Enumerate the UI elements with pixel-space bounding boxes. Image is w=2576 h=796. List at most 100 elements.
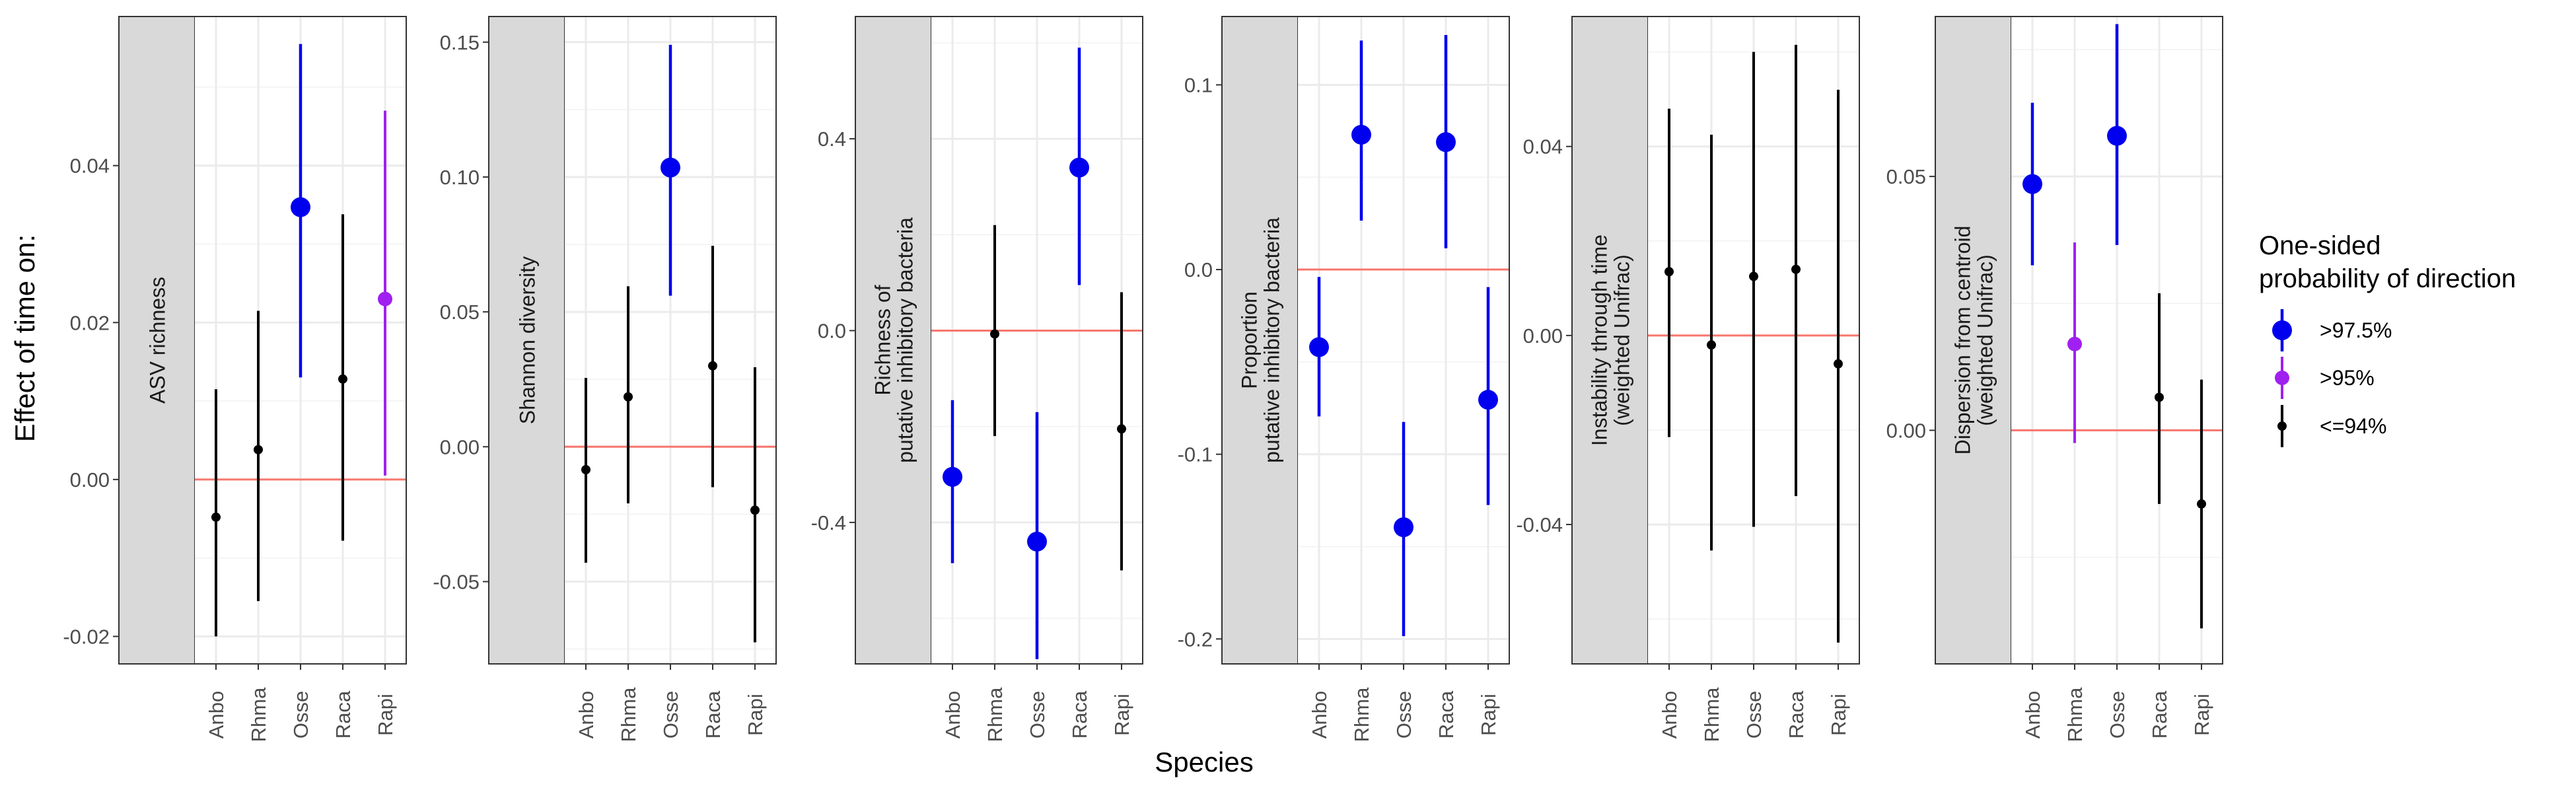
x-tick-label-anbo: Anbo [575,691,598,739]
x-tick-label-rapi: Rapi [2190,694,2213,736]
legend-title-line2: probability of direction [2259,264,2516,293]
facet-panel-5: Instability through time(weighted Unifra… [1516,16,1860,742]
y-tick-label: -0.04 [1516,513,1563,536]
x-tick-label-osse: Osse [1026,691,1049,739]
y-tick-label: 0.05 [440,301,480,324]
x-tick-label-raca: Raca [701,690,725,739]
x-tick-label-anbo: Anbo [941,691,964,739]
facet-panel-1: ASV richness -0.02 0.00 0.02 0.04 Anbo Rhma Oss… [63,16,407,742]
y-tick-label: 0.04 [70,155,110,178]
facet-strip-label: Shannon diversity [516,256,540,424]
x-axis-title: Species [1155,746,1253,778]
x-tick-label-rhma: Rhma [1700,687,1723,742]
point-osse [1749,271,1758,281]
x-tick-label-raca: Raca [1435,690,1458,739]
x-tick-label-raca: Raca [1068,690,1091,739]
x-tick-label-osse: Osse [289,691,312,739]
facet-strip-label: putative inhibitory bacteria [1260,217,1284,463]
facet-strip-label: Richness of [871,285,895,395]
facet-strip-label: Dispersion from centroid [1951,226,1975,455]
point-anbo [2022,174,2042,194]
legend-key-label: <=94% [2320,414,2386,438]
facet-strip [855,16,932,665]
y-tick-label: -0.1 [1178,443,1213,466]
legend: One-sided probability of direction >97.5… [2259,231,2516,447]
y-tick-label: 0.00 [440,435,480,458]
x-tick-label-rapi: Rapi [1110,694,1133,736]
point-rhma [990,329,999,339]
facet-strip-label: Proportion [1238,291,1262,389]
facet-strip-label: Instability through time [1588,235,1612,446]
y-tick-label: 0.15 [440,31,480,54]
y-tick-label: 0.00 [1523,324,1563,347]
y-tick-label: 0.02 [70,311,110,334]
x-tick-label-rapi: Rapi [1477,694,1500,736]
facet-strip [488,16,565,665]
point-rhma [2067,336,2082,351]
point-rhma [624,392,633,402]
point-osse [2107,126,2127,146]
x-tick-label-rhma: Rhma [247,687,270,742]
point-anbo [211,512,221,522]
x-tick-label-osse: Osse [1742,691,1766,739]
y-tick-label: 0.0 [818,319,846,342]
point-anbo [1664,267,1674,277]
facet-strip-label: ASV richness [146,277,170,404]
legend-title-line1: One-sided [2259,231,2381,260]
panel-border [118,16,407,665]
x-tick-label-osse: Osse [1392,691,1415,739]
point-anbo [943,466,962,487]
panel-border [1221,16,1510,665]
facet-panel-6: Dispersion from centroid(weighted Unifra… [1886,16,2223,742]
facet-strip-label: putative inhibitory bacteria [894,217,917,463]
panel-border [1571,16,1860,665]
point-rhma [1351,124,1371,145]
point-rapi [750,505,760,515]
y-tick-label: 0.00 [70,468,110,491]
facet-panel-2: Shannon diversity -0.05 0.00 0.05 0.10 0.15 An… [433,16,777,742]
point-rapi [2197,499,2206,509]
x-tick-label-anbo: Anbo [1308,691,1331,739]
x-tick-label-anbo: Anbo [205,691,228,739]
point-raca [338,374,347,384]
y-tick-label: 0.0 [1184,258,1213,281]
panel-border [488,16,777,665]
point-rapi [1834,359,1843,369]
point-rhma [1707,340,1716,350]
point-anbo [581,465,590,474]
point-raca [708,361,717,371]
legend-key-point [2277,421,2287,431]
y-tick-label: 0.1 [1184,73,1213,96]
y-axis-title: Effect of time on: [9,235,40,442]
point-anbo [1309,337,1329,357]
facet-panels: ASV richness -0.02 0.00 0.02 0.04 Anbo Rhma Oss… [63,16,2223,742]
point-raca [1791,264,1801,274]
x-tick-label-anbo: Anbo [2021,691,2044,739]
x-tick-label-rhma: Rhma [984,687,1007,742]
legend-key-label: >97.5% [2320,318,2392,342]
point-osse [661,157,680,178]
x-tick-label-anbo: Anbo [1658,691,1681,739]
x-tick-label-osse: Osse [2106,691,2129,739]
x-tick-label-rhma: Rhma [1350,687,1373,742]
x-tick-label-rapi: Rapi [374,694,397,736]
point-raca [1436,132,1456,153]
x-tick-label-raca: Raca [2148,690,2171,739]
point-rapi [1478,390,1498,410]
legend-key-2: >95% [2275,357,2375,399]
point-osse [1027,531,1047,552]
point-rapi [1117,424,1126,434]
y-tick-label: -0.02 [63,625,110,648]
x-tick-label-raca: Raca [332,690,355,739]
point-raca [1069,157,1089,178]
facet-strip [1571,16,1649,665]
point-rapi [378,291,392,307]
x-tick-label-rapi: Rapi [1827,694,1850,736]
y-tick-label: -0.05 [433,570,480,593]
y-tick-label: 0.00 [1886,419,1926,442]
x-tick-label-rhma: Rhma [2063,687,2087,742]
y-tick-label: -0.2 [1178,628,1213,651]
